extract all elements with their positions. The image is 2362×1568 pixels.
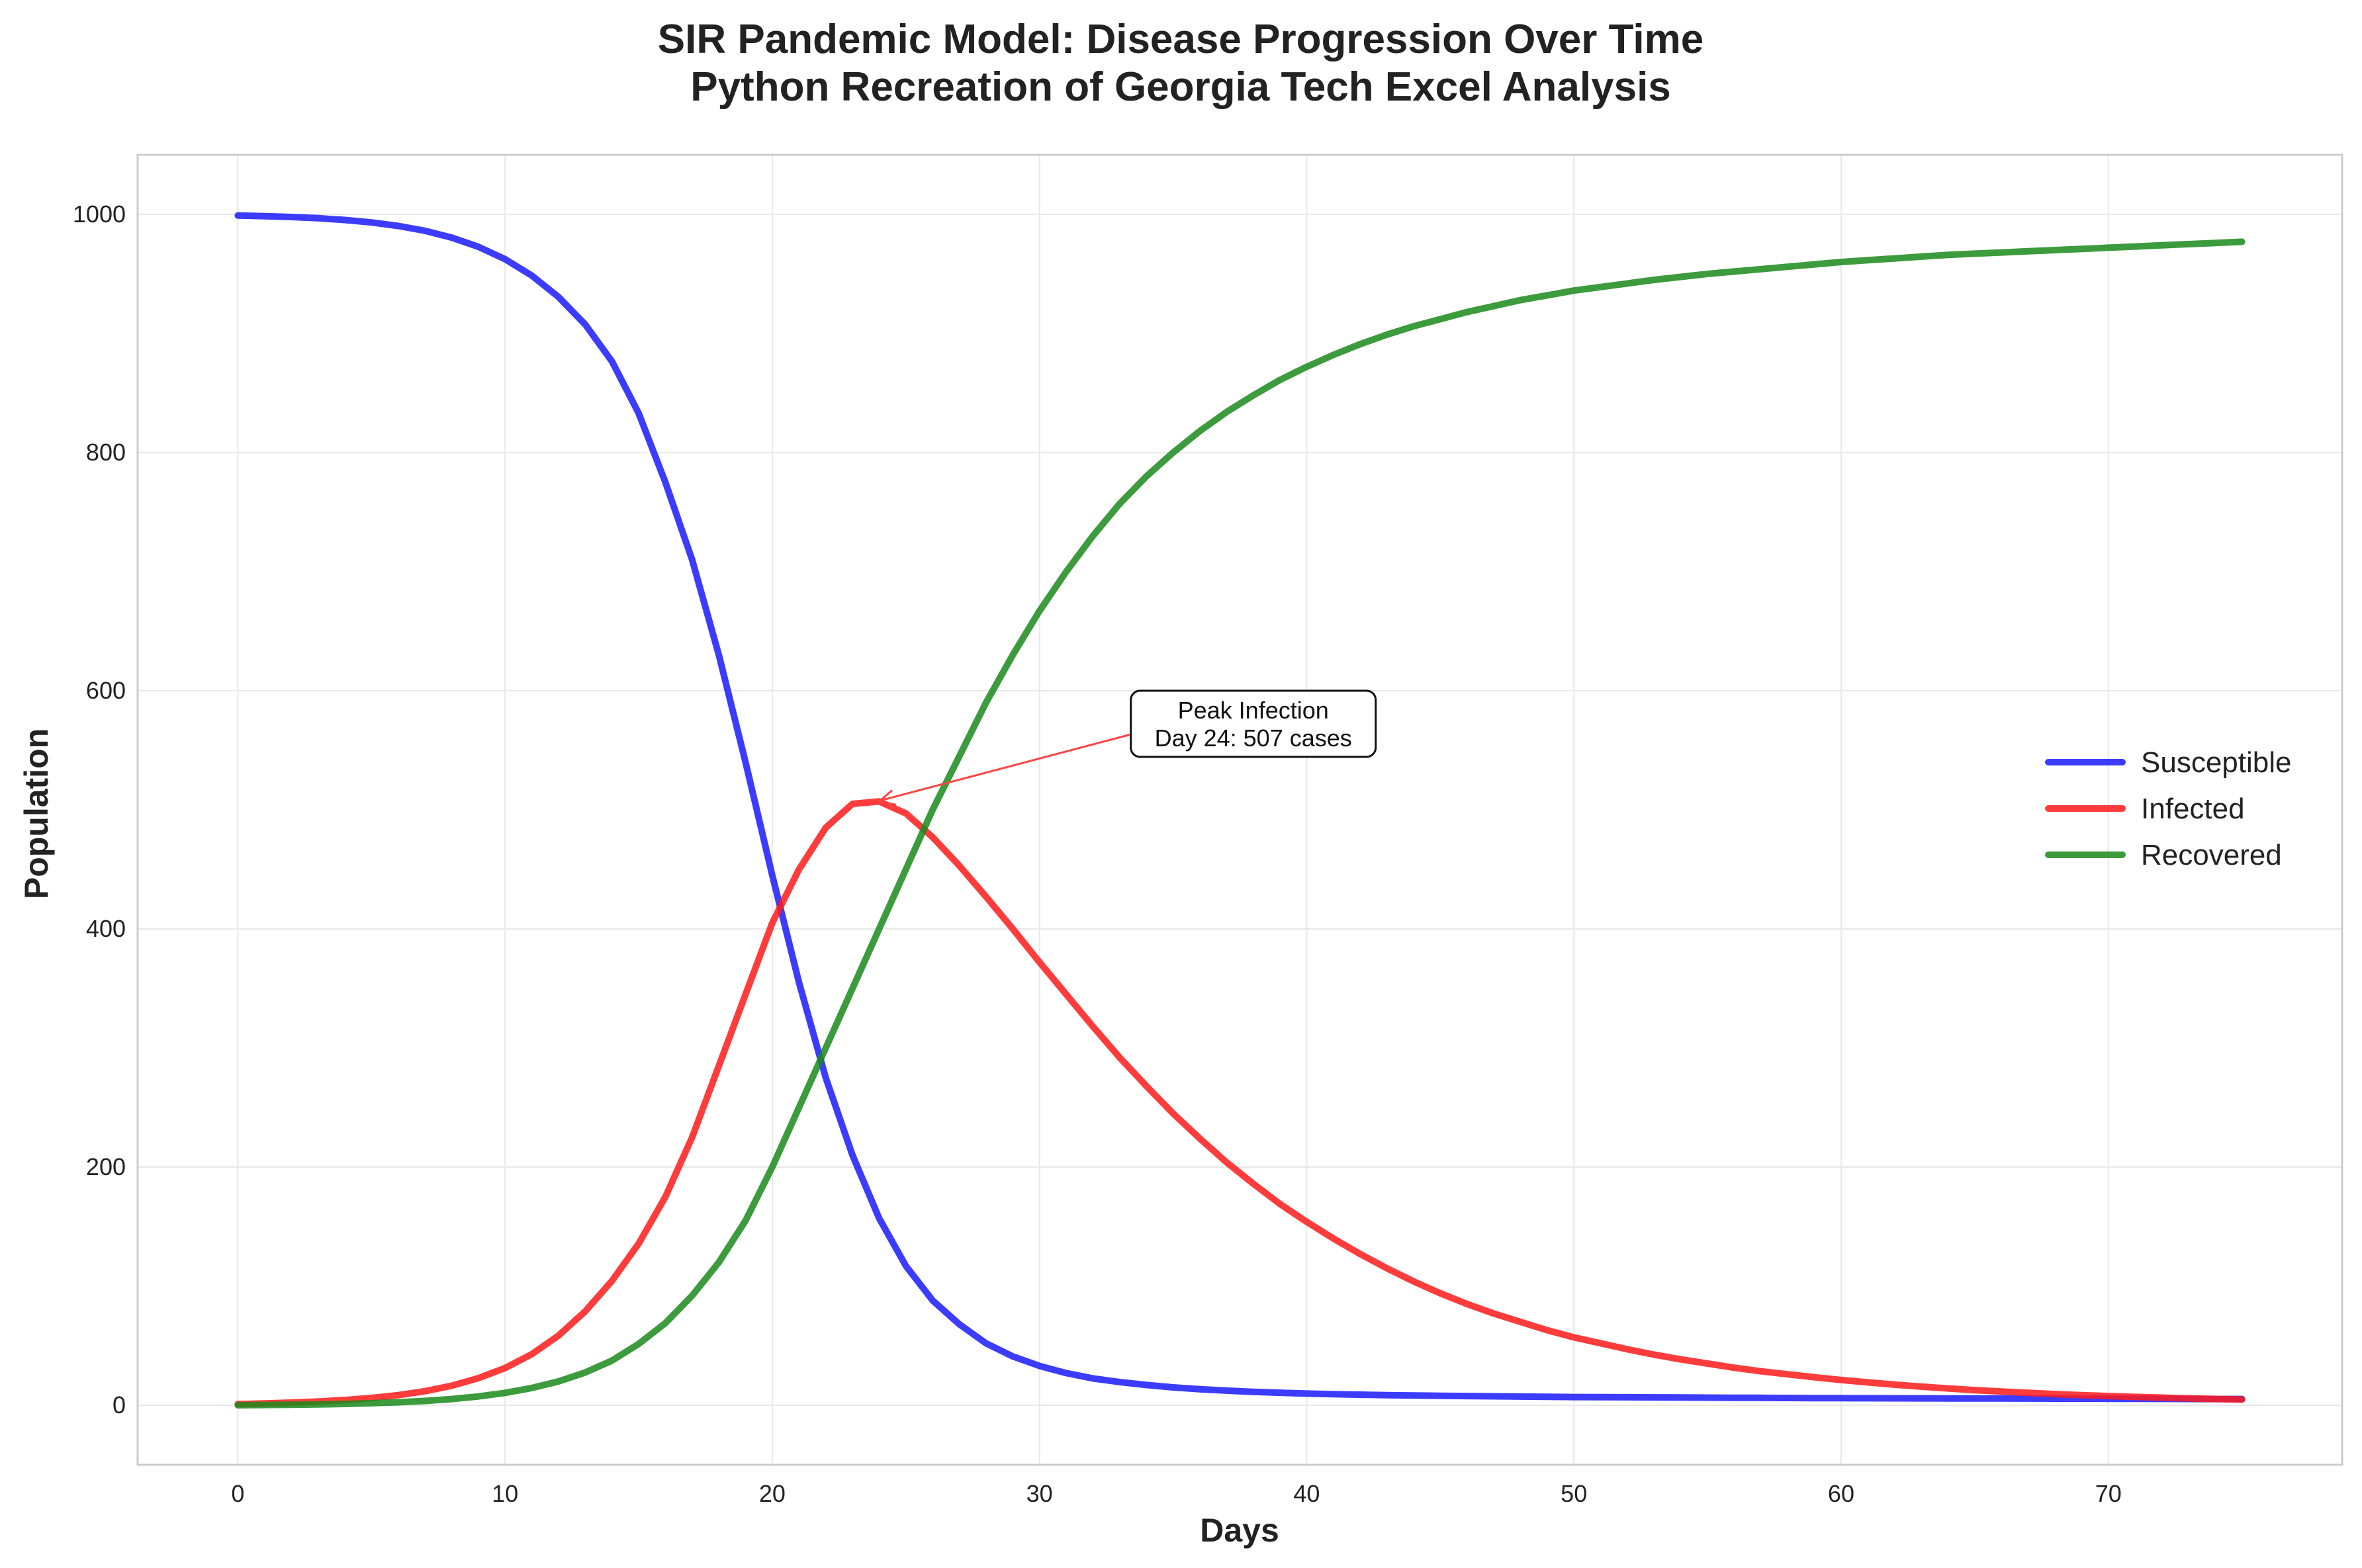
series-lines [234,212,2246,1409]
legend: Susceptible Infected Recovered [2045,746,2291,871]
x-axis-label: Days [1200,1512,1279,1549]
series-line-infected [234,798,2246,1408]
annotation-line-2: Day 24: 507 cases [1155,724,1352,752]
x-tick-label: 10 [492,1480,518,1507]
y-tick-label: 0 [113,1391,126,1418]
x-tick-label: 20 [759,1480,786,1507]
x-tick-label: 30 [1026,1480,1053,1507]
annotation-line-1: Peak Infection [1178,697,1329,724]
peak-annotation: Peak Infection Day 24: 507 cases [877,689,1377,806]
annotation-arrow [882,733,1132,801]
chart-title: SIR Pandemic Model: Disease Progression … [658,17,1703,62]
x-tick-label: 60 [1828,1480,1854,1507]
legend-label-infected: Infected [2141,793,2245,825]
series-line-recovered [234,238,2246,1409]
legend-label-susceptible: Susceptible [2141,746,2291,779]
annotation-box [1130,689,1377,758]
y-tick-labels: 0 200 400 600 800 1000 [73,200,126,1418]
x-tick-labels: 0 10 20 30 40 50 60 70 [231,1480,2121,1507]
chart-subtitle: Python Recreation of Georgia Tech Excel … [690,64,1671,110]
y-tick-label: 1000 [73,200,126,228]
series-line-susceptible [234,212,2246,1403]
y-axis-label: Population [18,728,55,899]
y-tick-label: 400 [86,915,126,942]
y-tick-label: 600 [86,677,126,704]
y-tick-label: 800 [86,439,126,466]
y-tick-label: 200 [86,1153,126,1180]
x-tick-label: 0 [231,1480,244,1507]
x-tick-label: 40 [1293,1480,1320,1507]
legend-label-recovered: Recovered [2141,839,2282,871]
grid [138,155,2342,1465]
plot-frame [136,153,2343,1466]
annotation-arrow-head [877,789,897,806]
x-tick-label: 50 [1561,1480,1587,1507]
x-tick-label: 70 [2095,1480,2122,1507]
